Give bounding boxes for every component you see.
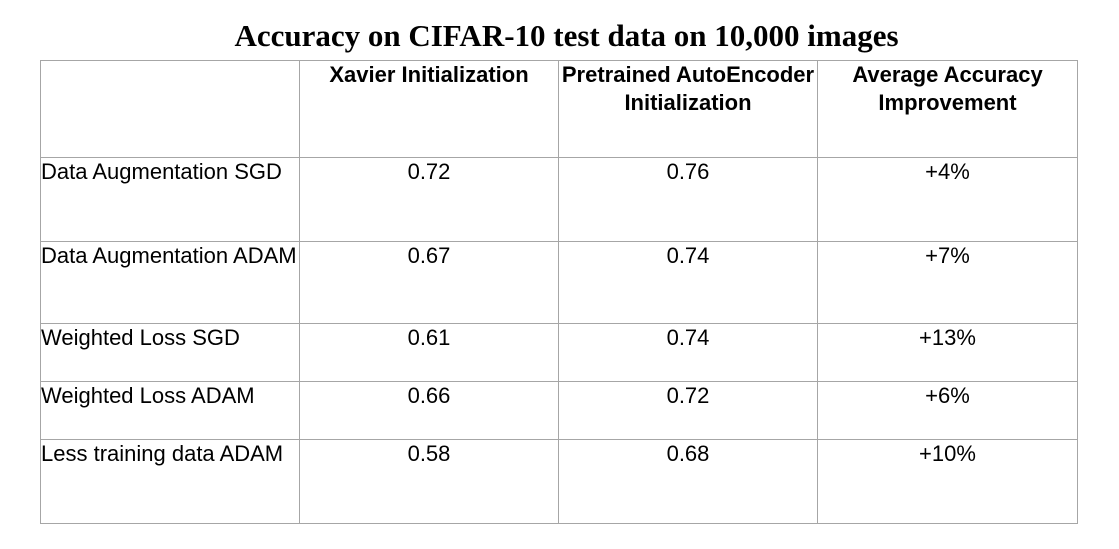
xavier-accuracy-cell: 0.67 — [299, 241, 559, 324]
pretrained-accuracy-cell: 0.74 — [558, 323, 818, 382]
column-header-xavier: Xavier Initialization — [299, 60, 559, 158]
improvement-cell: +4% — [817, 157, 1078, 242]
table-row: Weighted Loss SGD 0.61 0.74 +13% — [40, 323, 1078, 382]
table-row: Less training data ADAM 0.58 0.68 +10% — [40, 439, 1078, 524]
table-title: Accuracy on CIFAR-10 test data on 10,000… — [234, 18, 899, 53]
pretrained-accuracy-cell: 0.68 — [558, 439, 818, 524]
row-label: Weighted Loss ADAM — [40, 381, 300, 440]
column-header-average-improvement: Average Accuracy Improvement — [817, 60, 1078, 158]
header-row: Xavier Initialization Pretrained AutoEnc… — [40, 60, 1078, 158]
column-header-pretrained-autoencoder: Pretrained AutoEncoder Initialization — [558, 60, 818, 158]
accuracy-table: Xavier Initialization Pretrained AutoEnc… — [40, 60, 1078, 524]
row-label: Data Augmentation SGD — [40, 157, 300, 242]
row-label: Data Augmentation ADAM — [40, 241, 300, 324]
xavier-accuracy-cell: 0.66 — [299, 381, 559, 440]
xavier-accuracy-cell: 0.61 — [299, 323, 559, 382]
corner-header-cell — [40, 60, 300, 158]
improvement-cell: +6% — [817, 381, 1078, 440]
pretrained-accuracy-cell: 0.76 — [558, 157, 818, 242]
improvement-cell: +10% — [817, 439, 1078, 524]
improvement-cell: +13% — [817, 323, 1078, 382]
xavier-accuracy-cell: 0.58 — [299, 439, 559, 524]
row-label: Weighted Loss SGD — [40, 323, 300, 382]
table-row: Weighted Loss ADAM 0.66 0.72 +6% — [40, 381, 1078, 440]
pretrained-accuracy-cell: 0.74 — [558, 241, 818, 324]
xavier-accuracy-cell: 0.72 — [299, 157, 559, 242]
improvement-cell: +7% — [817, 241, 1078, 324]
row-label: Less training data ADAM — [40, 439, 300, 524]
table-row: Data Augmentation SGD 0.72 0.76 +4% — [40, 157, 1078, 242]
pretrained-accuracy-cell: 0.72 — [558, 381, 818, 440]
table-row: Data Augmentation ADAM 0.67 0.74 +7% — [40, 241, 1078, 324]
